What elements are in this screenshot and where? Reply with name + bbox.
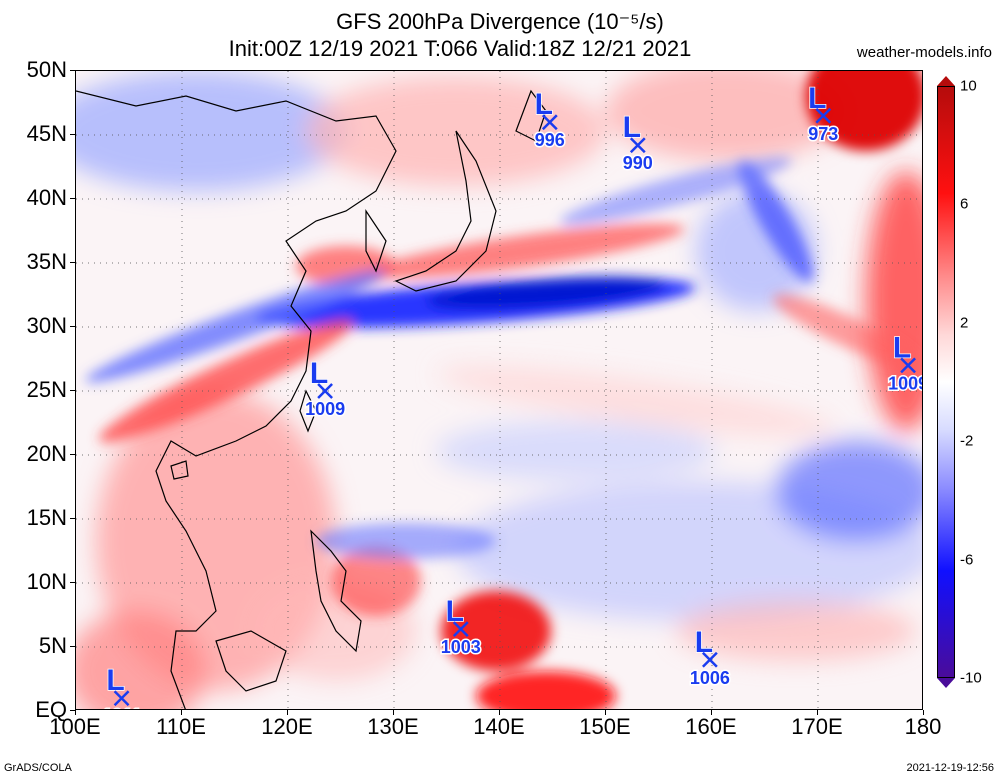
- lon-tick: [181, 710, 182, 715]
- low-center-x: [900, 357, 916, 374]
- lon-label: 100E: [49, 714, 101, 739]
- site-label[interactable]: weather-models.info: [856, 44, 992, 61]
- colorbar-label: 2: [960, 314, 969, 332]
- lat-label: 45N: [26, 121, 67, 146]
- lon-tick: [499, 710, 500, 715]
- low-marker: L 1009: [887, 331, 923, 395]
- low-center-x: [113, 690, 130, 707]
- lon-tick: [923, 710, 924, 715]
- lon-tick: [75, 710, 76, 715]
- low-marker: L 1003: [439, 594, 482, 658]
- low-marker: L 1006: [688, 625, 731, 689]
- lat-tick: [70, 70, 75, 71]
- low-center-x: [815, 107, 832, 124]
- low-pressure-value: 973: [808, 124, 838, 144]
- lon-label: 180: [904, 714, 942, 739]
- lat-tick: [70, 326, 75, 327]
- lat-label: 5N: [38, 633, 67, 658]
- lon-label: 110E: [156, 714, 206, 739]
- lat-tick: [70, 390, 75, 391]
- colorbar-label: -6: [960, 551, 974, 569]
- lat-tick: [70, 518, 75, 519]
- lon-label: 140E: [473, 714, 525, 739]
- lat-label: 10N: [26, 569, 67, 594]
- low-pressure-value: 1006: [690, 668, 730, 688]
- low-center-x: [317, 383, 333, 399]
- low-pressure-value: 1009: [888, 373, 923, 393]
- lon-label: 150E: [579, 714, 631, 739]
- lon-label: 120E: [261, 714, 313, 739]
- lat-tick: [70, 710, 75, 711]
- lon-tick: [393, 710, 394, 715]
- colorbar-top-arrow: [937, 76, 955, 86]
- map-plot: L 1011 L 1009 L 1003 L 996 L 990 L 1006 L 973 L 1009: [75, 70, 923, 710]
- low-marker: L 990: [621, 110, 654, 174]
- low-pressure-value: 990: [623, 153, 653, 173]
- lon-tick: [817, 710, 818, 715]
- low-pressure-markers: L 1011 L 1009 L 1003 L 996 L 990 L 1006 L 973 L 1009: [101, 81, 923, 710]
- low-symbol: L: [310, 357, 328, 390]
- low-center-x: [541, 114, 558, 131]
- low-pressure-value: 1003: [441, 637, 481, 657]
- divergence-field: L 1011 L 1009 L 1003 L 996 L 990 L 1006 L 973 L 1009: [76, 71, 923, 710]
- colorbar: [937, 86, 955, 678]
- colorbar-label: -2: [960, 432, 974, 450]
- lat-tick: [70, 198, 75, 199]
- lat-tick: [70, 646, 75, 647]
- lat-tick: [70, 582, 75, 583]
- low-symbol: L: [446, 595, 464, 628]
- chart-subtitle: Init:00Z 12/19 2021 T:066 Valid:18Z 12/2…: [228, 36, 692, 61]
- lon-tick: [287, 710, 288, 715]
- lat-label: 50N: [26, 57, 67, 82]
- low-symbol: L: [535, 88, 553, 121]
- lon-label: 160E: [685, 714, 737, 739]
- low-center-x: [452, 621, 469, 637]
- colorbar-bottom-arrow: [937, 678, 955, 688]
- colorbar-label: 10: [960, 77, 977, 95]
- low-pressure-value: 1009: [305, 399, 345, 419]
- low-center-x: [629, 137, 646, 154]
- lon-label: 170E: [791, 714, 843, 739]
- lon-tick: [605, 710, 606, 715]
- colorbar-label: -10: [960, 669, 982, 687]
- low-center-x: [701, 651, 718, 668]
- lat-tick: [70, 262, 75, 263]
- low-marker: L 1009: [304, 356, 347, 420]
- low-symbol: L: [623, 111, 641, 144]
- lat-label: 25N: [26, 377, 67, 402]
- colorbar-label: 6: [960, 195, 969, 213]
- low-pressure-value: 1011: [102, 706, 141, 710]
- low-symbol: L: [808, 82, 826, 115]
- low-symbol: L: [893, 331, 911, 364]
- low-marker: L 996: [533, 87, 566, 151]
- timestamp-label: 2021-12-19-12:56: [906, 762, 994, 774]
- low-symbol: L: [106, 664, 124, 697]
- low-symbol: L: [695, 626, 713, 659]
- lat-tick: [70, 134, 75, 135]
- lat-label: EQ: [35, 697, 67, 722]
- lon-label: 130E: [367, 714, 419, 739]
- coastlines: [76, 89, 547, 709]
- lon-tick: [711, 710, 712, 715]
- low-pressure-value: 996: [535, 130, 565, 150]
- lat-label: 40N: [26, 185, 67, 210]
- chart-title: GFS 200hPa Divergence (10⁻⁵/s): [336, 9, 664, 34]
- lat-label: 15N: [26, 505, 67, 530]
- lat-label: 20N: [26, 441, 67, 466]
- credit-label: GrADS/COLA: [4, 762, 72, 774]
- lat-label: 30N: [26, 313, 67, 338]
- low-marker: L 1011: [101, 663, 143, 710]
- lat-tick: [70, 454, 75, 455]
- lat-label: 35N: [26, 249, 67, 274]
- low-marker: L 973: [807, 81, 840, 145]
